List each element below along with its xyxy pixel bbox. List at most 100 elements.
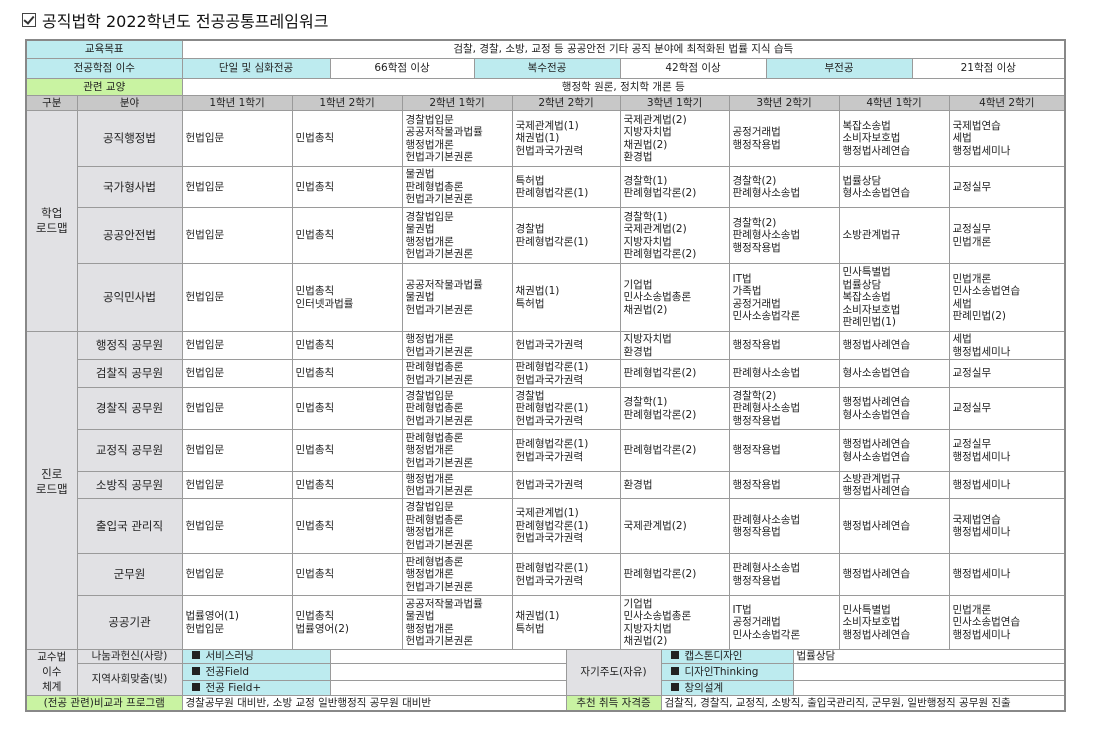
roadmap-table: 구분 분야 1학년 1학기 1학년 2학기 2학년 1학기 2학년 2학기 3학년 1학기 3…	[25, 95, 1066, 650]
course-cell: 국제관계법(1) 판례형법각론(1) 헌법과국가권력	[511, 498, 621, 554]
field-label: 경찰직 공무원	[76, 387, 183, 430]
course-cell: 경찰학(1) 판례형법각론(2)	[619, 387, 730, 430]
table-row: 출입국 관리직 헌법입문 민법총칙 경찰법입문 판례형법총론 행정법개론 헌법과기본권…	[26, 498, 1066, 554]
course-cell: 민법총칙	[291, 429, 403, 472]
summary-table: 교육목표 검찰, 경찰, 소방, 교정 등 공공안전 기타 공직 분야에 최적화…	[25, 39, 1067, 97]
design-thinking-item: 디자인Thinking	[660, 663, 794, 681]
page-title: 공직법학 2022학년도 전공공통프레임워크	[22, 8, 328, 32]
course-cell: 헌법입문	[181, 387, 293, 430]
field-label: 공공기관	[76, 595, 183, 650]
course-cell: 기업법 민사소송법총론 채권법(2)	[619, 263, 730, 332]
goal-label: 교육목표	[25, 39, 183, 59]
column-header: 3학년 2학기	[728, 95, 840, 111]
group-label: 학업 로드맵	[25, 110, 78, 332]
course-cell: 경찰학(1) 판례형법각론(2)	[619, 166, 730, 208]
course-cell: 민법총칙 법률영어(2)	[291, 595, 403, 650]
service-learning-text: 서비스러닝	[205, 650, 254, 663]
course-cell: 헌법입문	[181, 207, 293, 264]
course-cell: 판례형법각론(1) 헌법과국가권력	[511, 553, 621, 596]
column-header: 4학년 2학기	[948, 95, 1066, 111]
course-cell: 판례형법각론(1) 헌법과국가권력	[511, 359, 621, 388]
course-cell: 판례형사소송법 행정작용법	[728, 553, 840, 596]
square-bullet-icon	[670, 651, 679, 660]
service-learning-item: 서비스러닝	[181, 649, 331, 664]
course-cell: 공정거래법 행정작용법	[728, 110, 840, 167]
course-cell: 헌법과국가권력	[511, 331, 621, 360]
certificate-value: 검찰직, 경찰직, 교정직, 소방직, 출입국관리직, 군무원, 일반행정직 공…	[660, 695, 1066, 711]
course-cell: 헌법입문	[181, 471, 293, 499]
single-major-value: 66학점 이상	[329, 57, 475, 79]
table-row: 진로 로드맵 행정직 공무원 헌법입문 민법총칙 행정법개론 헌법과기본권론 헌법과국가권…	[25, 331, 1066, 650]
credits-label: 전공학점 이수	[25, 57, 183, 79]
course-cell: 행정작용법	[728, 429, 840, 472]
course-cell: 경찰법 판례형법각론(1)	[511, 207, 621, 264]
square-bullet-icon	[191, 666, 200, 675]
field-label: 교정직 공무원	[76, 429, 183, 472]
course-cell: 형사소송법연습	[838, 359, 950, 388]
course-cell: 국제관계법(1) 채권법(1) 헌법과국가권력	[511, 110, 621, 167]
course-cell: 판례형사소송법 행정작용법	[728, 498, 840, 554]
course-cell: 행정작용법	[728, 471, 840, 499]
self-directed-label: 자기주도(자유)	[565, 649, 662, 696]
course-cell: 특허법 판례형법각론(1)	[511, 166, 621, 208]
course-cell: 공공저작물과법률 물권법 헌법과기본권론	[401, 263, 513, 332]
field-label: 출입국 관리직	[76, 498, 183, 554]
teaching-method-table: 교수법 이수 체계 나눔과헌신(사랑) 서비스러닝 자기주도(자유) 캡스톤디자…	[25, 649, 1066, 712]
creative-design-value	[792, 680, 1066, 696]
column-header: 분야	[76, 95, 183, 111]
page-title-text: 공직법학 2022학년도 전공공통프레임워크	[42, 12, 329, 31]
course-cell: 민법총칙	[291, 207, 403, 264]
column-header: 2학년 2학기	[511, 95, 621, 111]
course-cell: 교정실무 행정법세미나	[948, 429, 1066, 472]
course-cell: 법률상담 형사소송법연습	[838, 166, 950, 208]
minor-label: 부전공	[765, 57, 913, 79]
column-header: 2학년 1학기	[401, 95, 513, 111]
course-cell: 채권법(1) 특허법	[511, 263, 621, 332]
course-cell: 물권법 판례형법총론 헌법과기본권론	[401, 166, 513, 208]
course-cell: 헌법입문	[181, 429, 293, 472]
field-label: 공공안전법	[76, 207, 183, 264]
field-label: 공익민사법	[76, 263, 183, 332]
column-header: 3학년 1학기	[619, 95, 730, 111]
major-field-plus-item: 전공 Field+	[181, 680, 331, 696]
double-major-label: 복수전공	[473, 57, 621, 79]
course-cell: 경찰학(2) 판례형사소송법 행정작용법	[728, 207, 840, 264]
creative-design-text: 창의설계	[684, 681, 724, 694]
square-bullet-icon	[670, 666, 679, 675]
course-cell: 경찰학(2) 판례형사소송법 행정작용법	[728, 387, 840, 430]
course-cell: 헌법입문	[181, 359, 293, 388]
course-cell: 민사특별법 법률상담 복잡소송법 소비자보호법 판례민법(1)	[838, 263, 950, 332]
course-cell: 판례형법총론 헌법과기본권론	[401, 359, 513, 388]
course-cell: 지방자치법 환경법	[619, 331, 730, 360]
course-cell: 헌법입문	[181, 498, 293, 554]
course-cell: 교정실무	[948, 359, 1066, 388]
course-cell: 민법총칙	[291, 359, 403, 388]
course-cell: 민법개론 민사소송법연습 세법 판례민법(2)	[948, 263, 1066, 332]
course-cell: 민법총칙	[291, 387, 403, 430]
certificate-label: 추천 취득 자격증	[565, 695, 662, 711]
course-cell: 교정실무	[948, 166, 1066, 208]
course-cell: 민법총칙	[291, 110, 403, 167]
column-header: 4학년 1학기	[838, 95, 950, 111]
table-row: 경찰직 공무원 헌법입문 민법총칙 경찰법입문 판례형법총론 헌법과기본권론 경찰법 판…	[26, 387, 1066, 430]
table-row: 공익민사법 헌법입문 민법총칙 인터넷과법률 공공저작물과법률 물권법 헌법과기본권론…	[26, 263, 1066, 332]
course-cell: 행정법사례연습 형사소송법연습	[838, 429, 950, 472]
course-cell: 판례형법각론(2)	[619, 429, 730, 472]
course-cell: 민법총칙	[291, 553, 403, 596]
course-cell: 판례형사소송법	[728, 359, 840, 388]
course-cell: 헌법입문	[181, 553, 293, 596]
major-field-plus-text: 전공 Field+	[205, 681, 262, 694]
course-cell: IT법 공정거래법 민사소송법각론	[728, 595, 840, 650]
capstone-value: 법률상담	[792, 649, 1066, 664]
table-row: 군무원 헌법입문 민법총칙 판례형법총론 행정법개론 헌법과기본권론 판례형법각론(1)…	[26, 553, 1066, 596]
double-major-value: 42학점 이상	[619, 57, 767, 79]
minor-value: 21학점 이상	[911, 57, 1066, 79]
table-row: 검찰직 공무원 헌법입문 민법총칙 판례형법총론 헌법과기본권론 판례형법각론(1) 헌…	[26, 359, 1066, 388]
course-cell: 헌법입문	[181, 331, 293, 360]
course-cell: 소방관계법규	[838, 207, 950, 264]
major-field-value	[329, 663, 567, 681]
course-cell: 행정법사례연습	[838, 498, 950, 554]
column-header: 구분	[25, 95, 78, 111]
course-cell: 채권법(1) 특허법	[511, 595, 621, 650]
course-cell: 행정법사례연습 형사소송법연습	[838, 387, 950, 430]
